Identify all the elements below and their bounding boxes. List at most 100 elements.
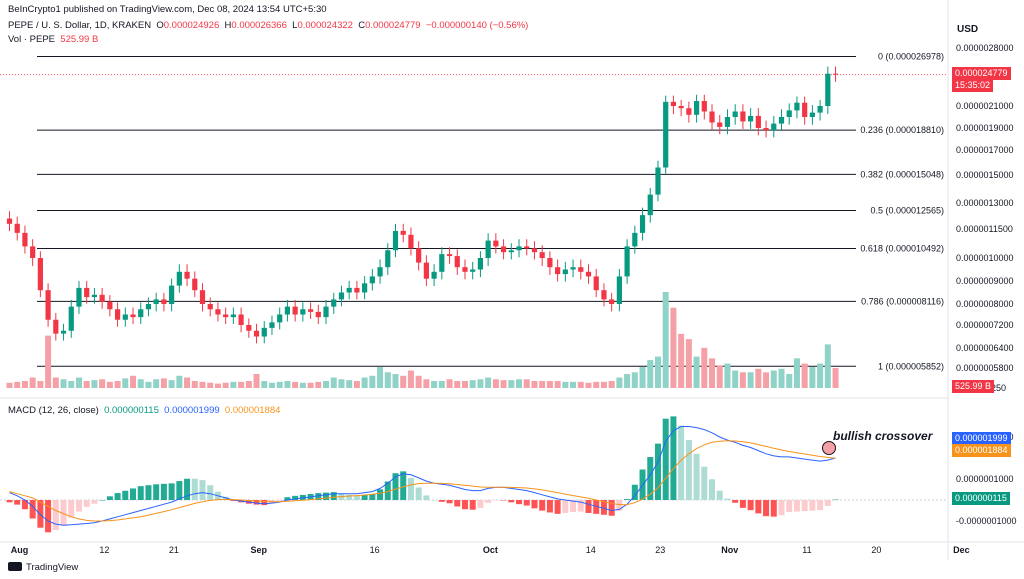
volume-bar: [477, 379, 484, 388]
macd-histogram-bar: [14, 500, 21, 505]
candle-body: [22, 232, 28, 247]
volume-bar: [307, 382, 314, 388]
volume-bar: [662, 292, 669, 388]
candle-body: [624, 246, 630, 277]
crossover-annotation: bullish crossover: [833, 429, 934, 443]
candle-body: [724, 117, 731, 127]
macd-histogram-bar: [369, 493, 376, 500]
close-value: 0.000024779: [365, 20, 421, 31]
volume-bar: [284, 381, 291, 388]
candle-body: [284, 306, 291, 315]
candle-body: [439, 254, 445, 272]
candle-body: [639, 215, 646, 233]
macd-tag: 0.000001999: [952, 432, 1011, 445]
candle-body: [817, 106, 823, 113]
volume-bar: [431, 381, 438, 388]
candle-body: [207, 304, 213, 310]
symbol-name[interactable]: PEPE / U. S. Dollar, 1D, KRAKEN: [8, 20, 152, 31]
macd-histogram-bar: [801, 500, 808, 512]
volume-label[interactable]: Vol · PEPE: [8, 34, 55, 45]
volume-bar: [701, 347, 708, 388]
macd-histogram-bar: [407, 477, 414, 500]
candle-body: [578, 267, 584, 272]
time-tick-label: Oct: [483, 545, 498, 555]
candle-body: [547, 258, 553, 268]
volume-bar: [37, 381, 44, 388]
volume-bar: [315, 381, 322, 388]
currency-label[interactable]: USD: [957, 24, 979, 35]
candle-body: [91, 294, 98, 298]
candle-body: [369, 276, 375, 284]
macd-histogram-bar: [400, 471, 407, 500]
macd-histogram-bar: [153, 484, 160, 500]
symbol-header[interactable]: PEPE / U. S. Dollar, 1D, KRAKEN O0.00002…: [8, 20, 528, 31]
macd-histogram-bar: [423, 495, 430, 500]
price-tick-label: 0.0000009000: [956, 276, 1014, 286]
price-tick-label: 0.0000007200: [956, 320, 1014, 330]
volume-bar: [207, 382, 214, 388]
candle-body: [609, 299, 615, 304]
candle-body: [122, 314, 128, 320]
candle-body: [300, 309, 306, 315]
volume-bar: [214, 383, 221, 388]
volume-bar: [400, 375, 407, 388]
macd-histogram-bar: [106, 496, 113, 500]
macd-histogram-bar: [577, 500, 584, 512]
macd-line-value: 0.000001999: [164, 405, 220, 416]
candle-body: [717, 122, 723, 127]
volume-bar: [114, 381, 121, 388]
price-tick-label: 0.0000005800: [956, 363, 1014, 373]
candle-body: [114, 309, 121, 320]
volume-bar: [546, 381, 553, 388]
low-value: 0.000024322: [297, 20, 353, 31]
volume-bar: [747, 372, 754, 388]
macd-histogram-bar: [60, 500, 67, 526]
macd-histogram-bar: [392, 473, 399, 500]
price-tick-label: 0.0000017000: [956, 145, 1014, 155]
candle-body: [107, 301, 113, 310]
volume-bar: [809, 367, 816, 388]
macd-histogram-bar: [438, 500, 445, 502]
macd-header[interactable]: MACD (12, 26, close) 0.000000115 0.00000…: [8, 405, 280, 416]
macd-histogram-bar: [600, 500, 607, 515]
volume-bar: [770, 370, 777, 388]
volume-bar: [323, 381, 330, 388]
tradingview-logo[interactable]: TradingView: [8, 562, 78, 573]
volume-bar: [199, 381, 206, 388]
macd-label[interactable]: MACD (12, 26, close): [8, 405, 99, 416]
candle-body: [215, 309, 221, 315]
volume-bar: [130, 375, 137, 388]
volume-bar: [106, 381, 113, 388]
fib-level-label: 0 (0.000026978): [878, 51, 944, 61]
candle-body: [555, 267, 561, 275]
volume-bar: [585, 382, 592, 388]
volume-bar: [75, 377, 82, 388]
candle-body: [593, 276, 599, 291]
macd-histogram-bar: [709, 479, 716, 500]
macd-histogram-bar: [786, 500, 793, 513]
candle-body: [238, 314, 244, 325]
volume-bar: [268, 382, 275, 388]
published-text: BeInCrypto1 published on TradingView.com…: [8, 4, 327, 15]
candle-body: [508, 250, 514, 253]
volume-bar: [407, 370, 414, 388]
open-value: 0.000024926: [163, 20, 220, 31]
candle-body: [562, 269, 568, 275]
volume-bar: [369, 375, 376, 388]
price-tick-label: 0.0000013000: [956, 198, 1014, 208]
volume-bar: [693, 356, 700, 388]
macd-panel: [0, 416, 948, 533]
volume-bar: [137, 379, 144, 388]
macd-histogram-bar: [693, 453, 700, 500]
candle-body: [500, 246, 507, 253]
volume-bar: [716, 365, 723, 388]
macd-histogram-bar: [832, 499, 839, 501]
macd-signal-value: 0.000001884: [224, 405, 281, 416]
macd-histogram-bar: [160, 483, 167, 500]
volume-bar: [492, 379, 499, 388]
tradingview-logo-icon: [8, 562, 22, 571]
candle-body: [470, 269, 476, 272]
macd-histogram-bar: [554, 500, 561, 514]
volume-header[interactable]: Vol · PEPE 525.99 B: [8, 34, 98, 45]
time-tick-label: 11: [802, 545, 811, 555]
